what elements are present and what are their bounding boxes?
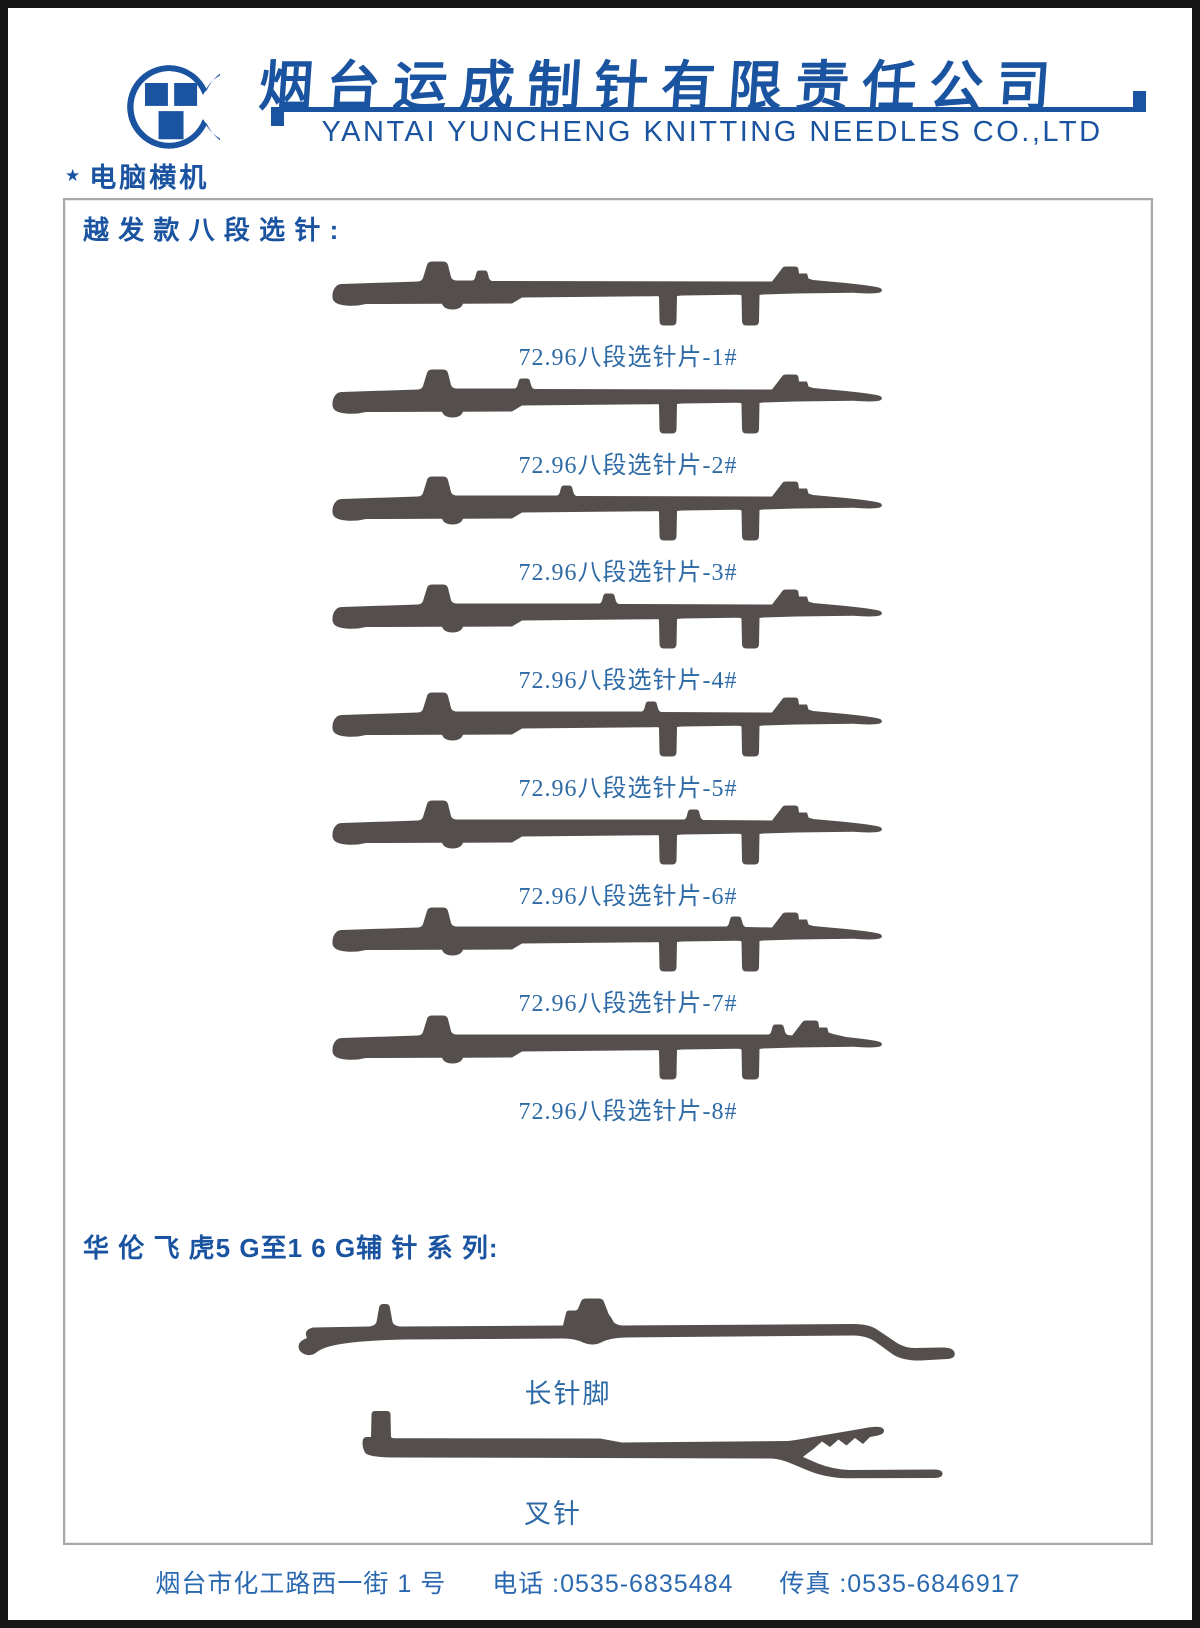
selector-jack-silhouette-3 <box>332 476 882 541</box>
footer-fax: 传真 :0535-6846917 <box>779 1570 1021 1598</box>
header-rule <box>278 107 1146 112</box>
category-tagline: ★ 电脑横机 <box>65 156 209 195</box>
section1-title: 越 发 款 八 段 选 针 : <box>83 215 340 245</box>
company-name-en: YANTAI YUNCHENG KNITTING NEEDLES CO.,LTD <box>321 116 1103 148</box>
company-name-cn: 烟台运成制针有限责任公司 <box>256 54 1066 118</box>
selector-jack-silhouette-1 <box>332 261 882 326</box>
needle-caption: 72.96八段选针片-3# <box>518 560 738 586</box>
tagline-text: 电脑横机 <box>89 163 210 193</box>
selector-jack-silhouette-5 <box>332 692 882 757</box>
header-rule-right-tab <box>1133 91 1146 107</box>
footer-phone: 电话 :0535-6835484 <box>492 1570 734 1598</box>
long-foot-needle-silhouette <box>298 1298 955 1361</box>
long-foot-needle-caption: 长针脚 <box>524 1379 612 1409</box>
header-rule-left-tab <box>271 107 284 126</box>
selector-jack-silhouette-2 <box>332 369 882 434</box>
needle-caption: 72.96八段选针片-8# <box>518 1099 738 1125</box>
needle-caption: 72.96八段选针片-7# <box>518 991 738 1017</box>
selector-jack-silhouette-6 <box>332 800 882 865</box>
needle-caption: 72.96八段选针片-1# <box>518 345 738 371</box>
selector-jack-silhouette-7 <box>332 907 882 972</box>
fork-needle-caption: 叉针 <box>524 1499 582 1529</box>
selector-jack-silhouette-8 <box>332 1015 882 1080</box>
needle-caption: 72.96八段选针片-5# <box>518 776 738 802</box>
fork-needle-silhouette <box>362 1411 943 1479</box>
company-logo-icon <box>127 65 220 149</box>
needle-caption: 72.96八段选针片-4# <box>518 668 738 694</box>
footer: 烟台市化工路西一街 1 号 电话 :0535-6835484 传真 :0535-… <box>8 1564 1168 1600</box>
needle-caption: 72.96八段选针片-2# <box>518 453 738 479</box>
selector-jack-silhouette-4 <box>332 584 882 649</box>
section2-title: 华 伦 飞 虎5 G至1 6 G辅 针 系 列: <box>83 1233 499 1263</box>
star-icon: ★ <box>65 165 81 185</box>
footer-address: 烟台市化工路西一街 1 号 <box>155 1570 447 1598</box>
needle-caption: 72.96八段选针片-6# <box>518 884 738 910</box>
